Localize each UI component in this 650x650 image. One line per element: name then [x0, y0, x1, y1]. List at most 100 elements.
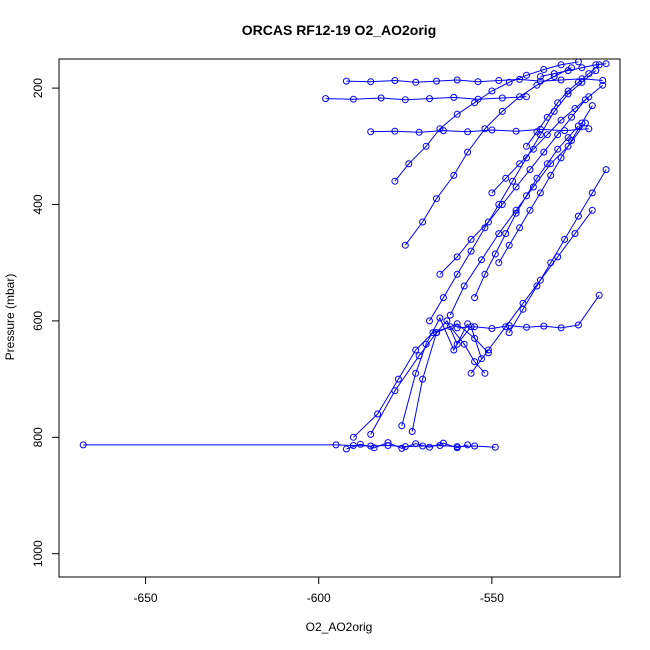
data-point	[488, 189, 496, 197]
data-point	[523, 192, 530, 200]
data-point	[453, 110, 461, 118]
data-point	[568, 113, 575, 121]
data-point	[370, 444, 378, 452]
data-point	[415, 128, 423, 136]
data-point	[484, 346, 492, 354]
data-point	[391, 177, 399, 185]
data-point	[488, 325, 496, 332]
x-tick-label: -650	[134, 591, 158, 605]
data-point	[422, 142, 430, 150]
data-point	[536, 77, 544, 85]
data-point	[422, 340, 430, 348]
data-point	[599, 77, 607, 84]
data-point	[557, 154, 565, 162]
data-point	[564, 142, 572, 150]
data-point	[471, 294, 479, 302]
data-point	[543, 160, 551, 168]
data-point	[453, 253, 461, 261]
data-point	[516, 75, 524, 83]
x-axis-label: O2_AO2orig	[306, 620, 373, 634]
data-point	[588, 206, 596, 214]
data-point	[471, 442, 479, 450]
data-point	[474, 78, 482, 86]
series-line	[491, 84, 604, 194]
data-point	[349, 433, 357, 441]
data-point	[578, 75, 586, 83]
data-point	[391, 77, 399, 84]
data-point	[574, 212, 582, 220]
data-point	[474, 95, 482, 103]
data-point	[332, 441, 340, 449]
data-point	[450, 171, 458, 179]
data-point	[495, 230, 503, 238]
data-point	[384, 439, 392, 447]
series-line	[325, 96, 527, 101]
data-point	[436, 270, 444, 278]
data-point	[322, 95, 330, 103]
data-point	[523, 93, 530, 101]
data-point	[401, 96, 409, 104]
data-point	[481, 369, 489, 377]
data-point	[533, 282, 541, 290]
data-point	[436, 125, 444, 133]
data-point	[481, 270, 489, 278]
data-point	[453, 270, 461, 278]
data-point	[374, 410, 382, 418]
data-point	[536, 276, 544, 284]
data-point	[523, 154, 530, 162]
data-point	[467, 369, 475, 377]
data-point	[557, 116, 565, 124]
data-point	[367, 78, 375, 86]
data-point	[516, 224, 524, 232]
data-point	[498, 201, 506, 208]
data-point	[439, 294, 447, 302]
data-point	[557, 61, 565, 69]
data-point	[540, 148, 548, 156]
series-line	[404, 67, 572, 246]
data-point	[585, 70, 593, 78]
data-point	[554, 253, 562, 261]
data-point	[533, 128, 541, 136]
data-point	[471, 358, 479, 366]
x-tick-label: -550	[480, 591, 504, 605]
data-point	[467, 235, 475, 243]
data-point	[460, 340, 468, 348]
data-point	[439, 439, 447, 447]
data-point	[571, 230, 579, 238]
data-point	[554, 145, 562, 153]
data-point	[595, 291, 603, 299]
data-point	[561, 127, 569, 135]
data-point	[467, 247, 475, 255]
data-point	[502, 323, 510, 331]
series-line	[370, 128, 589, 133]
data-point	[571, 105, 579, 112]
data-point	[460, 282, 468, 290]
data-point	[550, 70, 558, 78]
data-point	[453, 320, 461, 328]
series-line	[474, 125, 579, 298]
data-point	[578, 64, 586, 72]
data-point	[599, 81, 607, 89]
data-point	[578, 119, 586, 127]
series-line	[429, 70, 597, 322]
data-point	[453, 444, 461, 452]
data-point	[436, 314, 444, 322]
data-point	[433, 77, 440, 85]
data-point	[574, 78, 582, 86]
data-point	[536, 189, 544, 197]
data-point	[516, 160, 524, 168]
series-line	[540, 63, 607, 77]
series-line	[470, 210, 593, 374]
data-point	[557, 76, 565, 84]
data-point	[439, 127, 447, 135]
data-point	[502, 230, 510, 238]
chart-title: ORCAS RF12-19 O2_AO2orig	[242, 22, 437, 38]
data-point	[602, 166, 610, 174]
data-point	[526, 166, 534, 174]
data-point	[478, 355, 485, 363]
data-point	[585, 93, 593, 101]
data-point	[367, 128, 375, 136]
data-point	[505, 241, 513, 249]
data-point	[419, 218, 427, 226]
